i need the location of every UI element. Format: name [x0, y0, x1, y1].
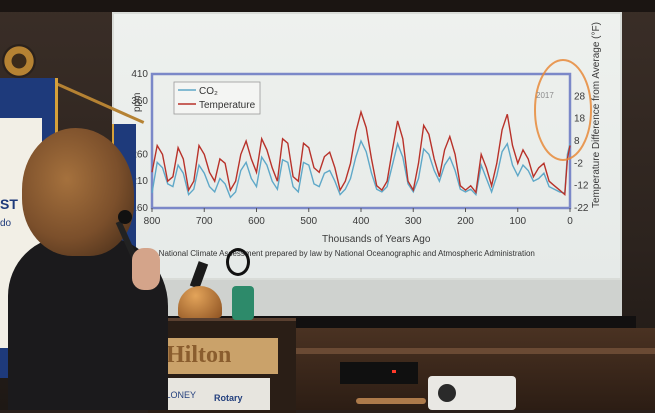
source-caption: n National Climate Assessment prepared b… — [152, 249, 535, 258]
temperature-series-line — [151, 109, 571, 197]
x-tick-label: 500 — [300, 216, 317, 227]
av-receiver — [340, 362, 418, 384]
x-tick-label: 100 — [509, 216, 526, 227]
legend-label-temperature: Temperature — [199, 100, 256, 111]
y-axis-title: ppm — [132, 93, 143, 112]
y2-tick-label: -12 — [574, 181, 589, 192]
y-tick-label: 210 — [131, 176, 148, 187]
x-tick-label: 600 — [248, 216, 265, 227]
podium-nameplate — [160, 338, 278, 374]
water-bottle — [232, 286, 254, 320]
y2-tick-label: -2 — [574, 158, 583, 169]
podium-sign-name: MALONEY — [152, 390, 197, 400]
x-tick-label: 300 — [405, 216, 422, 227]
bell — [178, 286, 222, 318]
annotation-circle — [534, 59, 592, 161]
y2-tick-label: 8 — [574, 136, 580, 147]
y2-tick-label: 18 — [574, 114, 586, 125]
y-tick-label: 410 — [131, 69, 148, 80]
co2-temperature-chart: 800 700 600 500 400 300 200 100 0 160 210 260 360 41… — [131, 22, 602, 258]
rotary-gear-emblem — [2, 44, 36, 78]
banner-subtext: do — [0, 218, 12, 229]
legend-label-co2: CO₂ — [199, 86, 218, 97]
x-axis-title: Thousands of Years Ago — [322, 234, 431, 245]
co2-series-line — [151, 139, 571, 199]
y-tick-label: 160 — [131, 203, 148, 214]
ceiling-strip — [0, 0, 655, 12]
y-axis-ticks: 160 210 260 360 410 — [131, 69, 148, 214]
x-tick-label: 800 — [144, 216, 161, 227]
x-tick-label: 400 — [353, 216, 370, 227]
legend: CO₂ Temperature — [173, 81, 261, 115]
y-tick-label: 360 — [131, 96, 148, 107]
x-tick-label: 700 — [196, 216, 213, 227]
y2-tick-label: -22 — [574, 203, 589, 214]
projector-lens — [438, 384, 456, 402]
y2-tick-label: 28 — [574, 91, 586, 102]
podium-logo-text: Hilton — [166, 342, 232, 368]
legend-box — [173, 81, 261, 115]
x-axis-ticks: 800 700 600 500 400 300 200 100 0 — [144, 208, 573, 227]
receiver-led — [392, 370, 396, 373]
microphone — [118, 210, 132, 224]
banner-text: ST — [0, 196, 18, 212]
binder-clip — [226, 248, 250, 276]
speaker-hand — [132, 248, 160, 290]
x-tick-label: 200 — [457, 216, 474, 227]
pen-on-table — [356, 398, 426, 404]
annotation-year: 2017 — [536, 91, 554, 100]
projection-screen — [112, 12, 622, 280]
x-tick-label: 0 — [567, 216, 573, 227]
y-tick-label: 260 — [131, 149, 148, 160]
y2-axis-ticks: -22 -12 -2 8 18 28 — [574, 91, 589, 214]
y2-axis-title: Temperature Difference from Average (°F) — [591, 22, 602, 208]
podium-sign-rotary: Rotary — [214, 393, 243, 403]
speaker-head — [22, 128, 134, 256]
table-trim — [296, 348, 655, 354]
